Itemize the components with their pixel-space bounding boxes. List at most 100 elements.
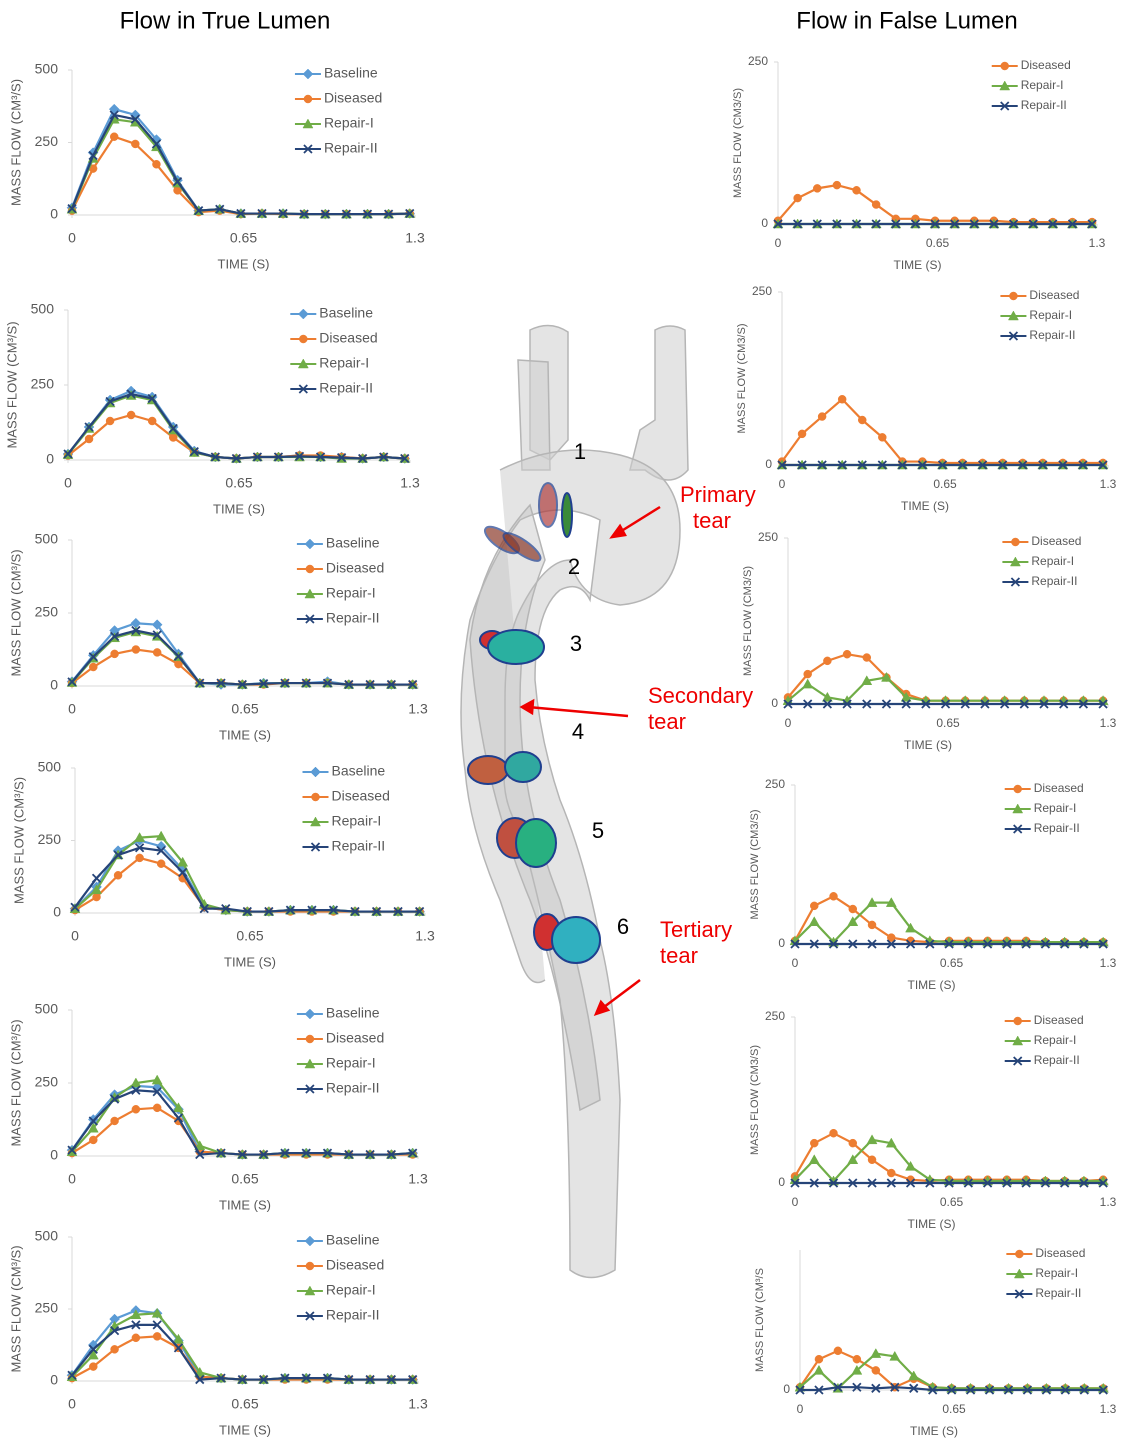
y-tick-label: 250 <box>35 1074 59 1090</box>
legend-label: Baseline <box>326 1005 380 1021</box>
legend-label: Diseased <box>1021 58 1071 72</box>
data-point <box>832 180 842 190</box>
data-point <box>173 1113 184 1123</box>
x-axis-label: TIME (S) <box>904 738 952 752</box>
data-point <box>813 1364 825 1375</box>
legend-marker <box>303 144 313 154</box>
data-point <box>944 939 954 949</box>
legend-label: Repair-II <box>324 140 378 156</box>
data-point <box>365 1149 375 1160</box>
data-point <box>910 219 921 229</box>
legend-marker <box>304 1285 316 1296</box>
data-point <box>237 1149 247 1160</box>
data-point <box>977 460 988 470</box>
y-axis-label: MASS FLOW (CM³/S) <box>11 777 26 904</box>
data-point <box>189 446 199 457</box>
data-point <box>809 1178 819 1188</box>
y-tick-label: 250 <box>752 284 772 298</box>
data-point <box>817 412 827 421</box>
data-point <box>152 160 161 169</box>
data-point <box>1060 1385 1070 1395</box>
data-point <box>803 699 813 709</box>
data-point <box>1021 939 1031 949</box>
legend-label: Diseased <box>1034 781 1084 795</box>
data-point <box>168 423 178 434</box>
series-line <box>71 1312 413 1381</box>
x-tick-label: 1.3 <box>1100 956 1117 970</box>
data-point <box>177 856 189 867</box>
data-point <box>322 1373 333 1383</box>
data-point <box>793 193 802 203</box>
data-point <box>1018 460 1028 470</box>
data-point <box>113 850 123 860</box>
data-point <box>216 1148 226 1158</box>
y-tick-label: 0 <box>50 206 58 222</box>
legend-label: Repair-II <box>1031 574 1077 588</box>
data-point <box>210 452 220 462</box>
data-point <box>173 1102 184 1113</box>
legend-marker <box>1013 824 1023 834</box>
data-point <box>236 208 246 219</box>
legend-label: Diseased <box>326 560 384 576</box>
data-point <box>152 1320 162 1330</box>
y-tick-label: 250 <box>38 831 62 847</box>
data-point <box>881 671 892 682</box>
data-point <box>408 1148 418 1158</box>
legend-label: Repair-I <box>1035 1266 1078 1280</box>
x-tick-label: 1.3 <box>1100 477 1117 491</box>
data-point <box>91 884 102 895</box>
y-tick-label: 500 <box>38 759 62 775</box>
x-tick-label: 1.3 <box>1100 1195 1117 1209</box>
data-point <box>301 678 311 688</box>
y-tick-label: 0 <box>50 677 58 693</box>
data-point <box>790 939 800 949</box>
legend-marker <box>310 766 321 778</box>
legend-marker <box>999 80 1011 91</box>
data-point <box>852 1354 862 1364</box>
data-point <box>891 219 901 229</box>
legend-marker <box>304 1058 316 1069</box>
data-point <box>905 922 916 933</box>
x-axis-label: TIME (S) <box>219 1422 271 1437</box>
data-point <box>358 453 368 464</box>
chart: 0 250 500 0 0.65 1.3 TIME (S) MASS FLOW (CM³/S)… <box>11 759 435 970</box>
data-point <box>810 901 819 911</box>
y-axis-label: MASS FLOW (CM³/S) <box>8 1019 23 1146</box>
data-point <box>84 434 94 444</box>
series-line <box>74 856 420 913</box>
data-point <box>1078 460 1088 470</box>
x-tick-label: 0 <box>68 1171 76 1187</box>
series-line <box>787 653 1104 702</box>
data-point <box>930 219 940 229</box>
data-point <box>105 416 115 426</box>
legend-marker <box>1009 291 1018 301</box>
data-point <box>928 1385 938 1395</box>
data-point <box>1079 939 1089 949</box>
data-point <box>336 452 347 463</box>
arrowhead <box>609 523 627 539</box>
legend-label: Repair-II <box>1035 1286 1081 1300</box>
data-point <box>109 1094 120 1104</box>
data-point <box>109 1325 120 1336</box>
data-point <box>833 1382 843 1392</box>
data-point <box>925 1178 935 1188</box>
data-point <box>152 1087 162 1097</box>
x-tick-label: 0.65 <box>236 928 263 944</box>
data-point <box>91 873 102 883</box>
data-point <box>871 219 881 229</box>
data-point <box>1067 219 1078 229</box>
section <box>515 818 557 868</box>
data-point <box>155 830 167 841</box>
data-point <box>299 209 309 219</box>
data-point <box>870 1348 882 1358</box>
section-label: 5 <box>592 818 604 843</box>
y-tick-label: 250 <box>35 604 59 620</box>
data-point <box>795 1385 805 1395</box>
x-tick-label: 0.65 <box>933 477 957 491</box>
chart: 0 250 0 0.65 1.3 TIME (S) MASS FLOW (CM3/S) Dis… <box>742 530 1117 752</box>
section-label: 4 <box>572 719 584 744</box>
data-point <box>833 1346 843 1356</box>
data-point <box>152 1103 162 1113</box>
data-point <box>1098 1178 1108 1188</box>
